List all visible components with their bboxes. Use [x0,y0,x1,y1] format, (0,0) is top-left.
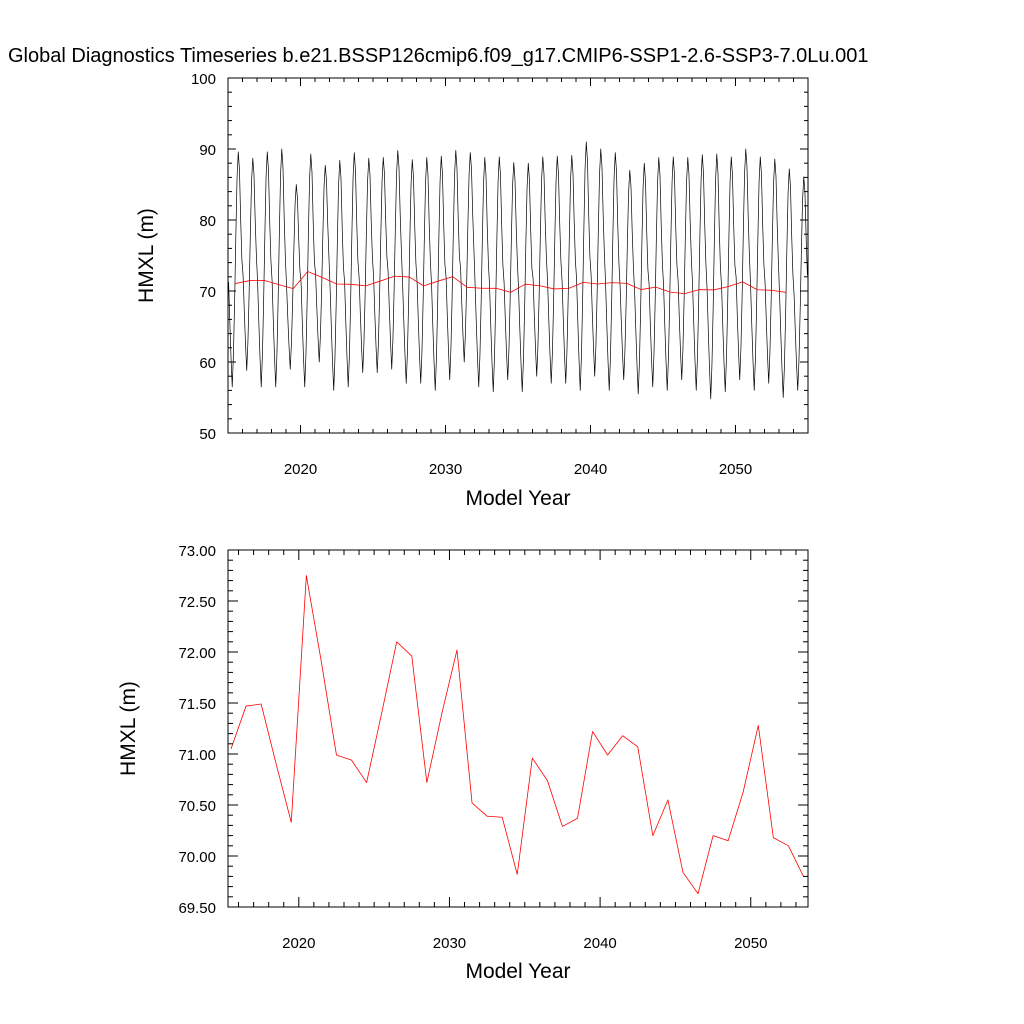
x-tick-label: 2020 [282,935,315,952]
x-axis-label: Model Year [465,487,570,510]
top-panel: 2020 2030 2040 2050 50 60 70 80 90 100 Model Year H… [135,71,809,510]
x-tick-label: 2030 [429,461,462,478]
y-axis-label: HMXL (m) [135,208,158,303]
y-tick-label: 73.00 [178,543,216,560]
series-line-1 [235,271,787,295]
x-tick-label: 2020 [284,461,317,478]
y-axis-label: HMXL (m) [117,681,140,776]
x-tick-label: 2030 [433,935,466,952]
y-tick-label: 80 [199,213,216,230]
y-tick-label: 60 [199,355,216,372]
x-tick-label: 2050 [734,935,767,952]
chart-title: Global Diagnostics Timeseries b.e21.BSSP… [8,45,868,67]
plot-frame [227,549,809,908]
y-tick-label: 50 [199,426,216,443]
y-tick-label: 71.00 [178,747,216,764]
bottom-panel: 2020 2030 2040 2050 69.50 70.00 70.50 71.00 71.5… [117,543,809,983]
y-tick-label: 69.50 [178,900,216,917]
y-tick-label: 70 [199,284,216,301]
series-line-0 [228,141,808,400]
plot-frame [227,77,809,434]
y-tick-label: 71.50 [178,696,216,713]
series-line-0 [230,575,804,895]
x-axis-label: Model Year [465,960,570,983]
y-tick-label: 100 [191,71,216,88]
x-tick-label: 2050 [719,461,752,478]
x-tick-label: 2040 [574,461,607,478]
y-tick-label: 90 [199,142,216,159]
x-tick-label: 2040 [583,935,616,952]
y-tick-label: 70.00 [178,849,216,866]
y-tick-label: 72.00 [178,645,216,662]
y-tick-label: 70.50 [178,798,216,815]
y-tick-label: 72.50 [178,594,216,611]
